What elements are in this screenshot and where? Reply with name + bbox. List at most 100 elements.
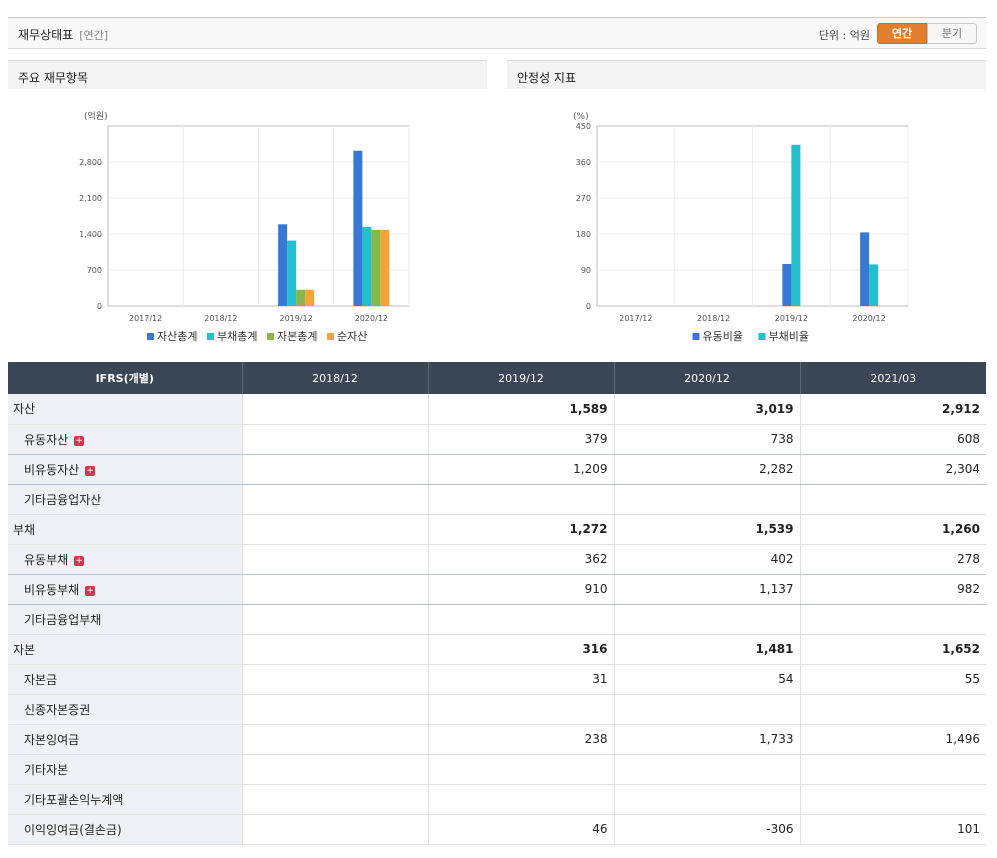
value-cell [241,694,428,725]
row-label: 자본잉여금 [24,732,80,747]
y-tick-label: 2,800 [79,158,102,167]
table-row: 자본 316 1,481 1,652 [8,634,986,665]
annual-toggle-button[interactable]: 연간 [877,23,927,44]
table-row: 기타자본 [8,754,986,785]
table-row: 비유동자산 +1,209 2,282 2,304 [8,454,986,485]
bar-유동비율 [782,264,792,306]
row-label-cell: 자본잉여금 [8,724,242,755]
value-cell [241,424,428,455]
value-cell: 910 [427,574,614,605]
table-row: 이익잉여금(결손금) 46 -306 101 [8,814,986,845]
value-cell: 278 [799,544,986,575]
row-label: 기타금융업자산 [24,492,102,507]
row-label: 유동자산 [24,432,69,447]
value-cell: 1,496 [799,724,986,755]
value-cell: 2,912 [799,394,986,425]
value-cell [427,694,614,725]
expand-plus-icon[interactable]: + [85,465,96,476]
y-tick-label: 90 [581,266,591,275]
bar-부채비율 [791,144,801,306]
unit-label: 단위 : 억원 [818,29,870,42]
x-tick-label: 2019/12 [775,314,808,323]
stability-title: 안정성 지표 [507,60,986,89]
table-row: 신종자본증권 [8,694,986,725]
value-cell [613,754,800,785]
row-label: 비유동자산 [24,462,80,477]
value-cell [241,454,428,485]
row-label-cell: 기타포괄손익누계액 [8,784,242,815]
bar-자산총계 [353,150,363,306]
x-tick-label: 2020/12 [355,314,388,323]
main-items-title: 주요 재무항목 [8,60,487,89]
main-items-panel: 주요 재무항목 0 700 1,400 2,100 2,800 (억원) 2017/12 20… [8,60,487,357]
table-row: 부채 1,272 1,539 1,260 [8,514,986,545]
value-cell: 55 [799,664,986,695]
bar-자본총계 [296,289,306,306]
value-cell [799,604,986,635]
value-cell: 46 [427,814,614,845]
table-row: 자산 1,589 3,019 2,912 [8,394,986,425]
legend-swatch [207,333,214,340]
value-cell [427,604,614,635]
legend-swatch [327,333,334,340]
row-label: 자본 [13,642,36,657]
bar-순자산 [305,289,315,306]
row-label-cell: 유동부채 + [8,544,242,575]
bar-순자산 [380,229,390,306]
value-cell [241,634,428,665]
row-label: 기타자본 [24,762,69,777]
y-tick-label: 0 [97,302,102,311]
y-tick-label: 270 [576,194,591,203]
quarter-toggle-button[interactable]: 분기 [927,23,977,44]
value-cell: 608 [799,424,986,455]
value-cell: 982 [799,574,986,605]
row-label: 자본금 [24,672,58,687]
row-label: 기타포괄손익누계액 [24,792,124,807]
row-label-cell: 자본금 [8,664,242,695]
expand-plus-icon[interactable]: + [85,585,96,596]
value-cell [799,754,986,785]
legend-swatch [692,333,700,340]
value-cell [613,784,800,815]
value-cell [241,574,428,605]
y-tick-label: 360 [576,158,591,167]
table-row: 기타포괄손익누계액 [8,784,986,815]
value-cell [799,484,986,515]
value-cell: 2,304 [799,454,986,485]
bar-유동비율 [860,232,870,306]
expand-plus-icon[interactable]: + [74,435,85,446]
row-label: 기타금융업부채 [24,612,102,627]
row-label-cell: 기타자본 [8,754,242,785]
value-cell: 738 [613,424,800,455]
y-tick-label: 180 [576,230,591,239]
expand-plus-icon[interactable]: + [74,555,85,566]
value-cell [241,544,428,575]
value-cell [799,784,986,815]
column-header-basis: IFRS(개별) [8,362,242,394]
row-label: 신종자본증권 [24,702,91,717]
x-tick-label: 2019/12 [280,314,313,323]
value-cell: 1,733 [613,724,800,755]
value-cell [427,484,614,515]
value-cell [241,604,428,635]
table-row: 유동자산 +379 738 608 [8,424,986,455]
x-tick-label: 2018/12 [204,314,237,323]
value-cell [241,784,428,815]
legend-label: 자본총계 [277,330,317,343]
row-label: 자산 [13,402,36,417]
x-tick-label: 2020/12 [853,314,886,323]
row-label: 유동부채 [24,552,69,567]
bar-부채총계 [362,226,372,306]
value-cell: 1,481 [613,634,800,665]
value-cell: 31 [427,664,614,695]
row-label-cell: 기타금융업자산 [8,484,242,515]
section-title: 재무상태표 [연간] [18,26,108,43]
row-label-cell: 신종자본증권 [8,694,242,725]
unit-label: (억원) [84,110,108,122]
row-label-cell: 부채 [8,514,242,545]
value-cell: 379 [427,424,614,455]
legend-swatch [758,333,766,340]
table-row: 비유동부채 +910 1,137 982 [8,574,986,605]
column-header-period: 2019/12 [427,362,614,394]
value-cell [613,694,800,725]
